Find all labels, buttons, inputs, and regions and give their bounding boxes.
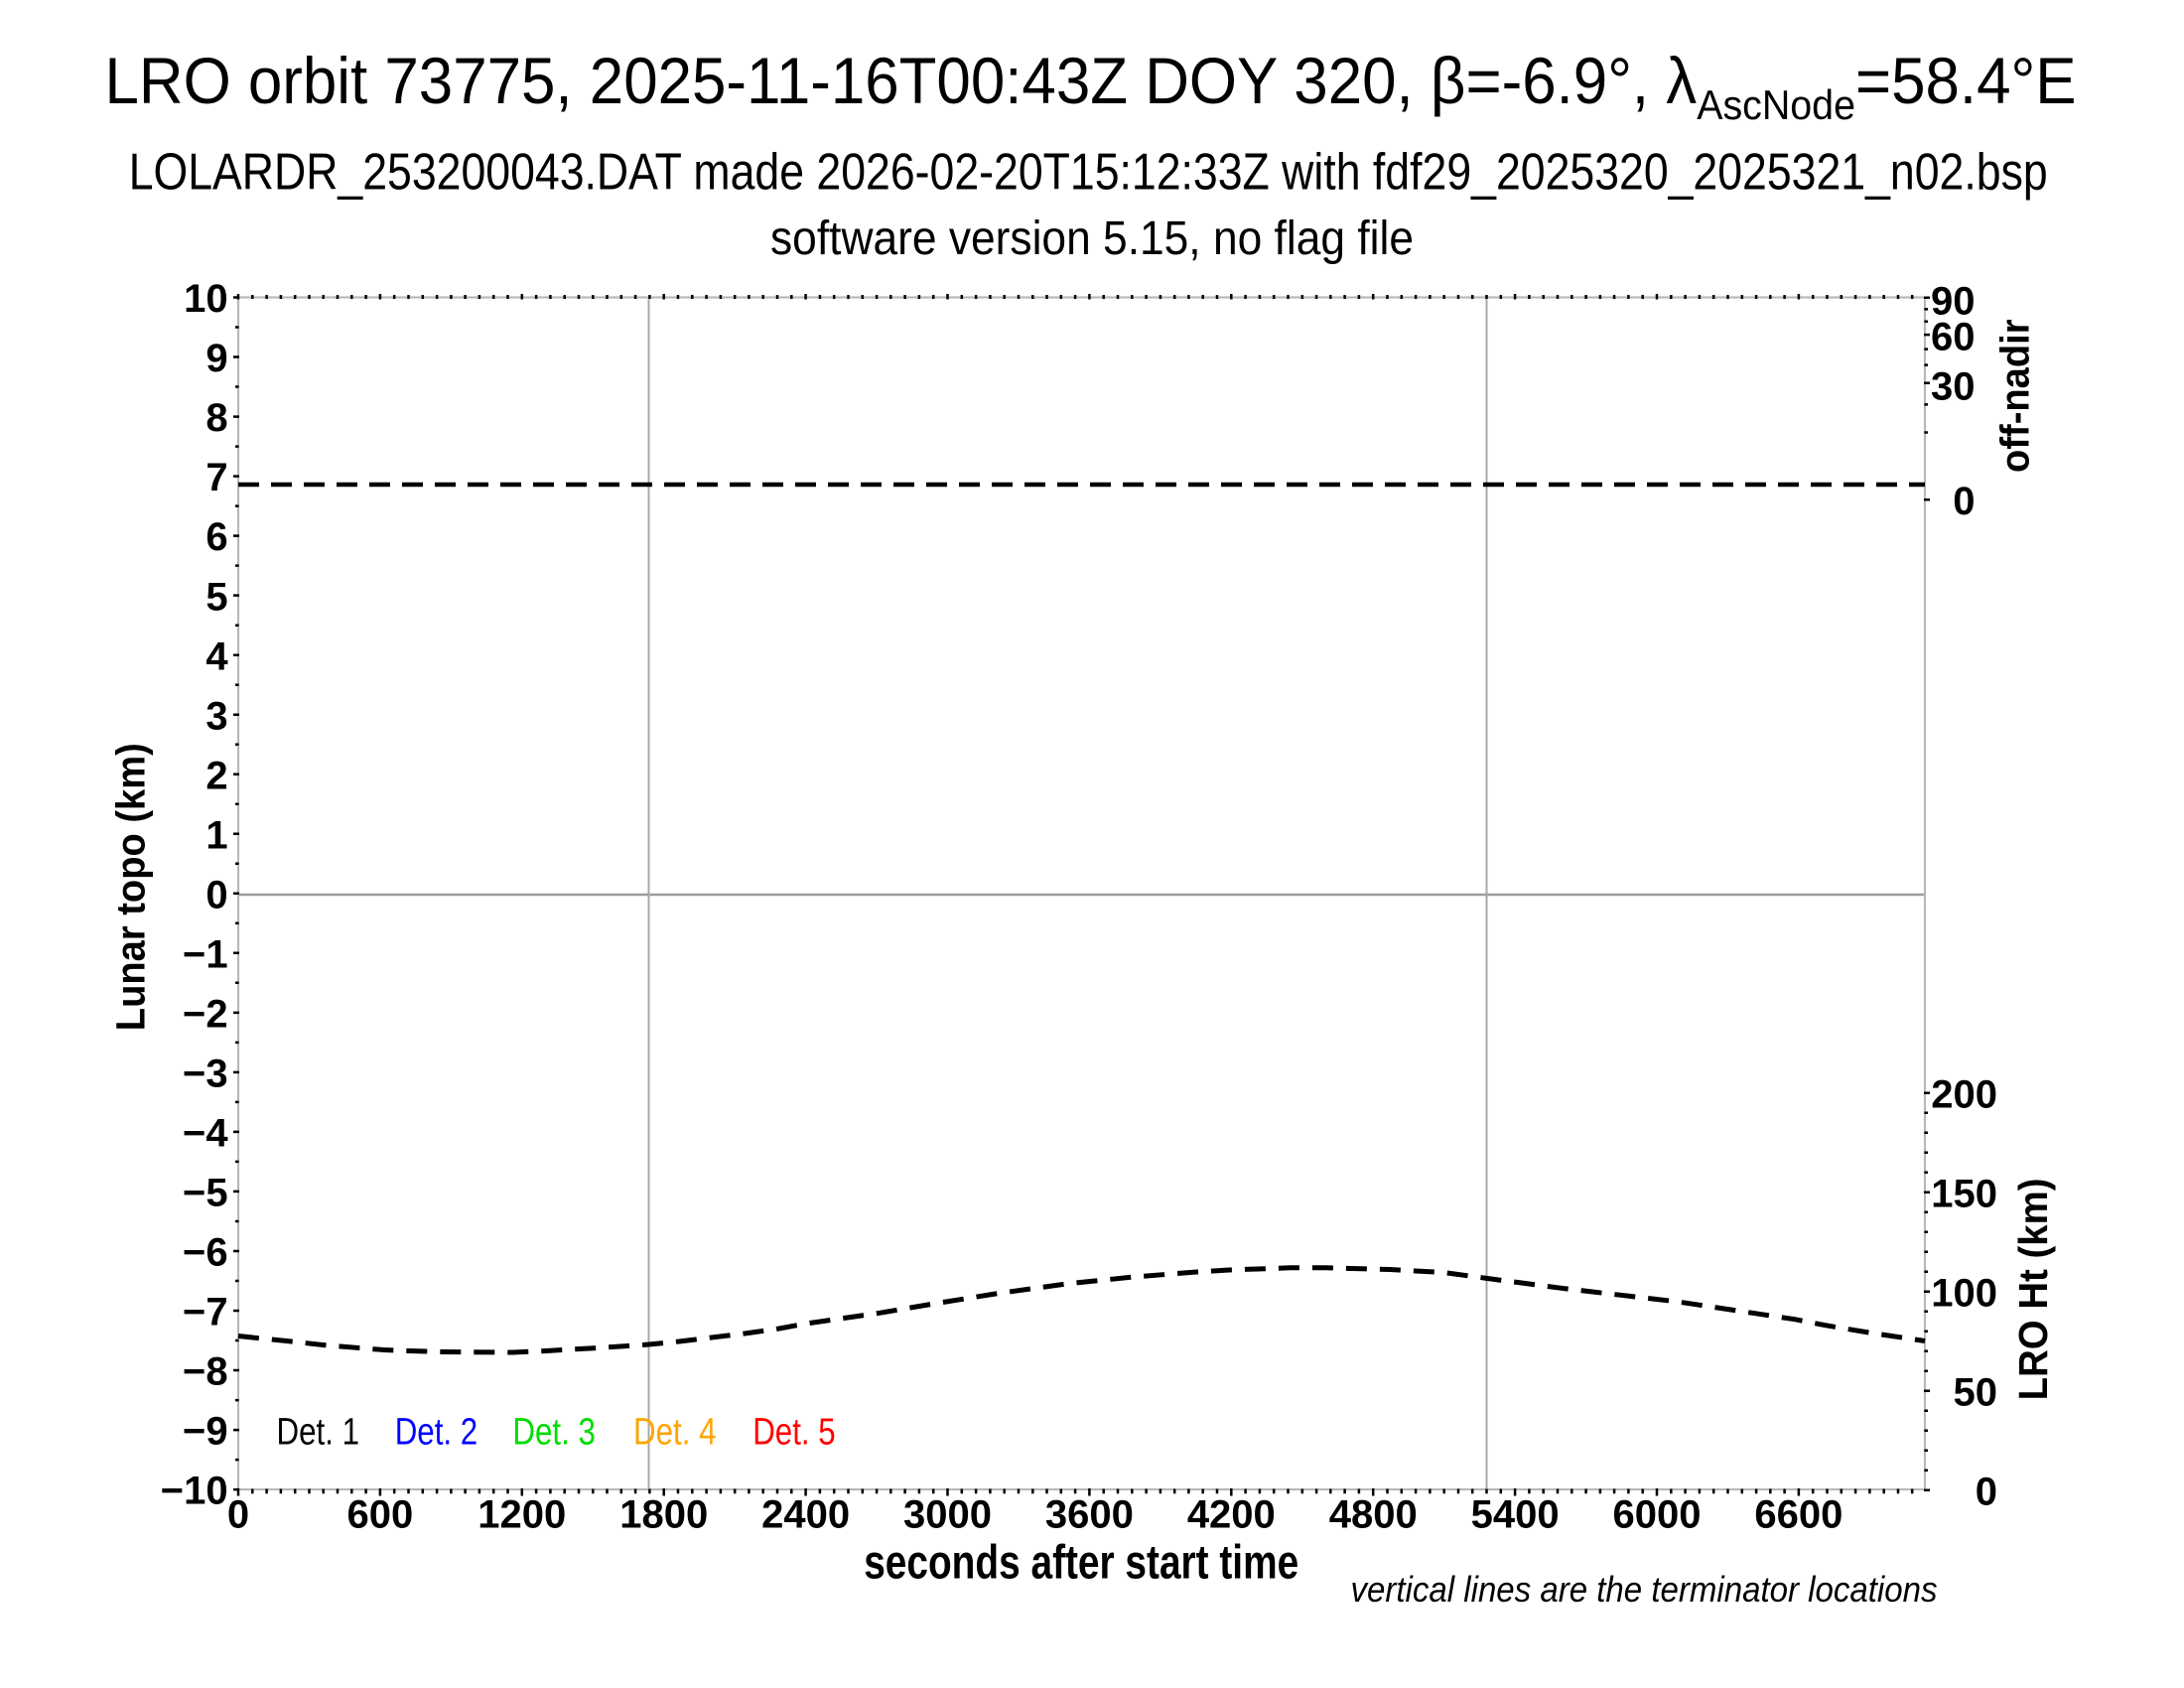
svg-text:2400: 2400: [761, 1492, 850, 1536]
svg-text:6000: 6000: [1613, 1492, 1702, 1536]
svg-text:90: 90: [1931, 280, 1976, 324]
svg-text:9: 9: [205, 337, 227, 380]
svg-text:−5: −5: [183, 1172, 228, 1215]
svg-text:6: 6: [205, 515, 227, 559]
svg-text:LRO orbit 73775, 2025-11-16T00: LRO orbit 73775, 2025-11-16T00:43Z DOY 3…: [105, 44, 2077, 128]
svg-text:3600: 3600: [1045, 1492, 1134, 1536]
svg-text:10: 10: [184, 277, 228, 321]
svg-text:−7: −7: [183, 1291, 228, 1335]
svg-text:1800: 1800: [619, 1492, 708, 1536]
svg-text:0: 0: [227, 1492, 249, 1536]
svg-text:−10: −10: [161, 1470, 228, 1513]
svg-text:5400: 5400: [1471, 1492, 1560, 1536]
svg-text:7: 7: [205, 456, 227, 499]
svg-text:3: 3: [205, 694, 227, 738]
svg-text:30: 30: [1931, 365, 1976, 409]
svg-text:150: 150: [1931, 1172, 1997, 1215]
svg-text:0: 0: [1976, 1470, 1997, 1513]
svg-text:Det. 5: Det. 5: [752, 1411, 836, 1453]
svg-text:−2: −2: [183, 992, 228, 1036]
svg-text:LRO Ht (km): LRO Ht (km): [2010, 1178, 2056, 1400]
svg-text:200: 200: [1931, 1072, 1997, 1116]
svg-text:software version 5.15, no flag: software version 5.15, no flag file: [770, 212, 1414, 265]
svg-text:8: 8: [205, 396, 227, 440]
svg-text:50: 50: [1954, 1370, 1998, 1414]
svg-text:−6: −6: [183, 1231, 228, 1275]
svg-text:6600: 6600: [1754, 1492, 1843, 1536]
svg-text:−8: −8: [183, 1350, 228, 1394]
svg-text:4200: 4200: [1187, 1492, 1276, 1536]
svg-text:Det. 4: Det. 4: [633, 1411, 717, 1453]
svg-text:−9: −9: [183, 1410, 228, 1454]
svg-text:Lunar topo (km): Lunar topo (km): [108, 743, 154, 1031]
svg-text:1200: 1200: [478, 1492, 566, 1536]
svg-text:0: 0: [205, 873, 227, 916]
svg-text:−1: −1: [183, 932, 228, 976]
svg-text:seconds after start time: seconds after start time: [864, 1536, 1298, 1589]
svg-text:LOLARDR_253200043.DAT made 202: LOLARDR_253200043.DAT made 2026-02-20T15…: [129, 143, 2048, 201]
svg-text:1: 1: [205, 813, 227, 857]
svg-text:60: 60: [1931, 316, 1976, 359]
svg-text:0: 0: [1953, 480, 1975, 523]
svg-text:4800: 4800: [1329, 1492, 1418, 1536]
svg-text:5: 5: [205, 575, 227, 619]
svg-text:Det. 2: Det. 2: [395, 1411, 478, 1453]
svg-text:−3: −3: [183, 1052, 228, 1095]
svg-text:vertical lines are the termina: vertical lines are the terminator locati…: [1351, 1569, 1938, 1610]
svg-text:off-nadir: off-nadir: [1992, 319, 2038, 473]
svg-text:3000: 3000: [903, 1492, 992, 1536]
svg-text:4: 4: [205, 634, 228, 678]
svg-text:−4: −4: [183, 1112, 228, 1156]
svg-text:2: 2: [205, 754, 227, 797]
svg-text:Det. 1: Det. 1: [277, 1411, 360, 1453]
svg-text:Det. 3: Det. 3: [512, 1411, 596, 1453]
svg-text:600: 600: [347, 1492, 414, 1536]
svg-text:100: 100: [1931, 1271, 1997, 1315]
